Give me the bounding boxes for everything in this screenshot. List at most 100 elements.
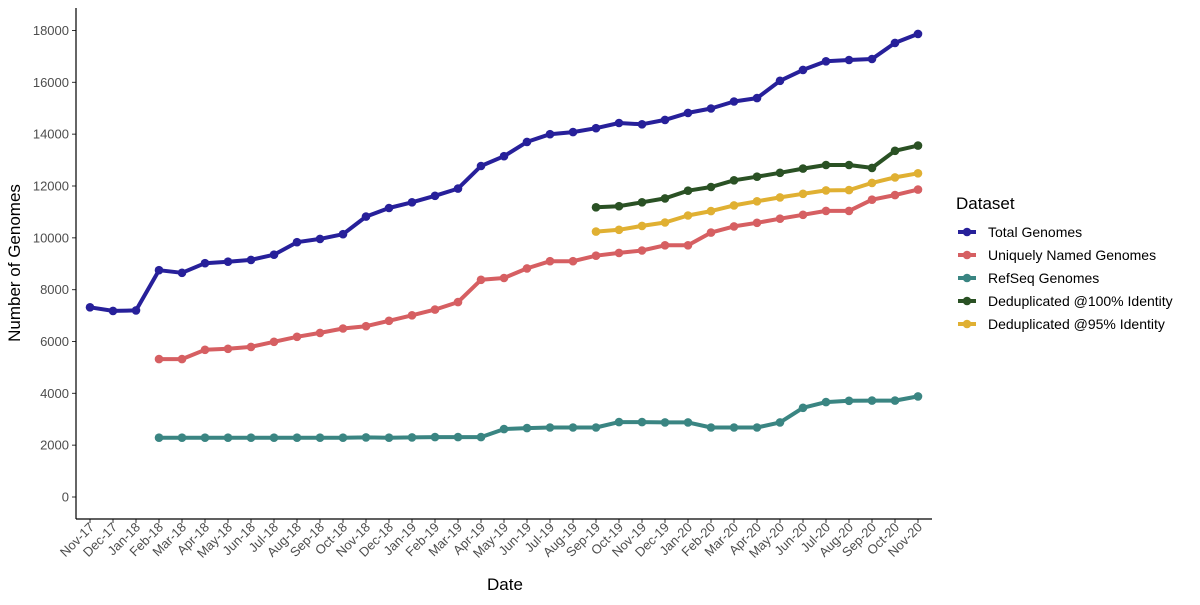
data-point [683,211,693,220]
data-point [706,206,716,216]
data-point [384,203,394,213]
series-line [157,187,920,362]
data-point [407,433,417,442]
series-line [157,394,920,440]
data-point [545,129,555,139]
y-tick-label: 6000 [40,334,69,349]
data-point [614,118,624,128]
data-point [361,433,371,442]
data-point [867,396,877,405]
data-point [614,225,624,235]
y-tick-label: 18000 [33,23,69,38]
y-tick-label: 14000 [33,127,69,142]
legend-label: Deduplicated @100% Identity [988,293,1173,309]
legend-swatch-point [962,273,972,283]
data-point [752,423,762,432]
legend-item: Uniquely Named Genomes [958,247,1156,263]
data-point [200,258,210,268]
data-point [867,163,877,173]
data-point [637,417,647,427]
data-point [844,160,854,170]
data-point [798,65,808,75]
y-tick-label: 8000 [40,282,69,297]
x-axis-ticks: Nov-17Dec-17Jan-18Feb-18Mar-18Apr-18May-… [57,519,925,561]
data-point [798,189,808,199]
legend-item: Total Genomes [958,224,1082,240]
data-point [890,38,900,48]
legend-label: Deduplicated @95% Identity [988,316,1165,332]
data-point [706,423,716,432]
data-point [315,234,325,244]
data-point [568,423,578,432]
data-point [131,306,141,315]
data-point [430,305,440,314]
data-point [775,214,785,223]
data-point [223,344,233,354]
data-point [545,423,555,432]
data-point [867,54,877,64]
data-point [683,241,693,250]
legend-swatch-point [962,319,972,329]
y-tick-label: 0 [62,490,69,505]
data-point [729,97,739,106]
legend-title: Dataset [956,194,1015,213]
data-point [269,337,279,347]
legend-item: Deduplicated @95% Identity [958,316,1165,332]
legend-items: Total Genomes Uniquely Named Genomes RefSe… [958,224,1173,332]
data-point [913,185,923,194]
data-point [591,227,601,236]
legend-swatch-point [962,296,972,306]
data-point [614,201,624,211]
data-point [775,418,785,427]
data-point [729,423,739,432]
data-point [453,297,463,307]
series-2 [154,392,923,443]
data-point [844,55,854,65]
series-0 [85,29,923,316]
legend-item: RefSeq Genomes [958,270,1099,286]
data-point [660,241,670,250]
data-point [200,345,210,355]
series-layer [85,29,923,443]
data-point [223,433,233,443]
data-point [660,115,670,125]
data-point [706,228,716,237]
series-1 [154,185,923,364]
data-point [821,57,831,66]
series-3 [591,141,923,212]
series-line [88,31,920,313]
data-point [821,160,831,170]
data-point [821,206,831,216]
data-point [913,29,923,39]
data-point [154,265,164,275]
y-tick-label: 12000 [33,179,69,194]
data-point [683,418,693,427]
data-point [890,173,900,182]
data-point [223,257,233,267]
data-point [246,342,256,352]
data-point [407,311,417,320]
data-point [361,212,371,221]
data-point [821,397,831,407]
data-point [729,222,739,231]
data-point [890,190,900,200]
data-point [430,432,440,442]
y-tick-label: 4000 [40,386,69,401]
data-point [108,306,118,316]
data-point [154,433,164,443]
data-point [476,432,486,442]
data-point [407,198,417,207]
data-point [591,423,601,432]
data-point [154,354,164,364]
data-point [177,354,187,364]
data-point [499,273,509,283]
y-tick-label: 16000 [33,75,69,90]
data-point [338,433,348,443]
legend-item: Deduplicated @100% Identity [958,293,1173,309]
data-point [292,433,302,443]
data-point [246,255,256,265]
data-point [775,168,785,178]
data-point [269,250,279,259]
data-point [752,93,762,103]
